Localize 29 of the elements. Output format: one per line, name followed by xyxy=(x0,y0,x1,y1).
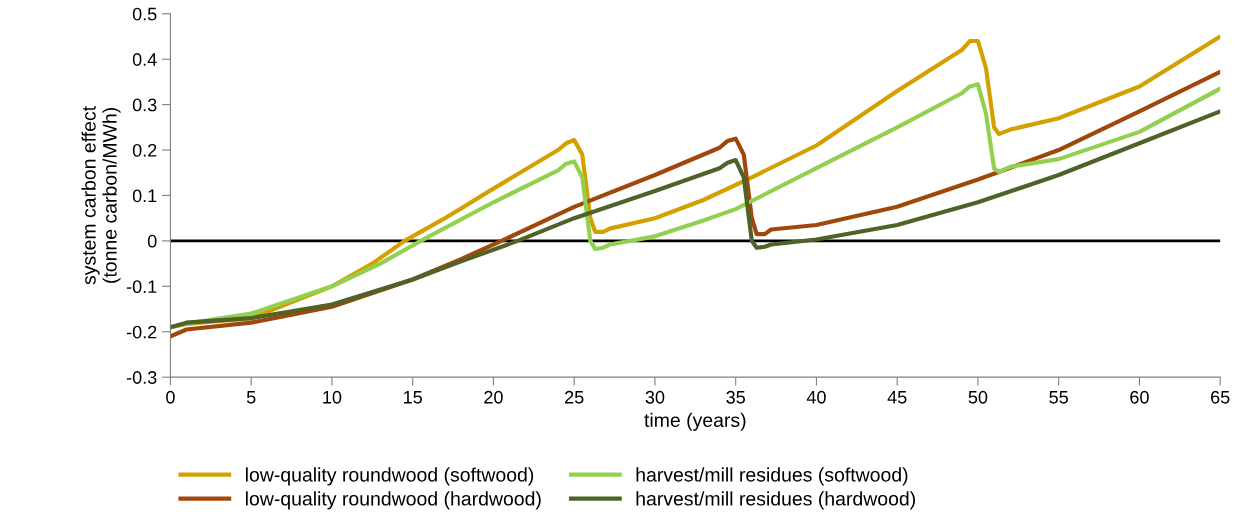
x-axis-title: time (years) xyxy=(644,412,746,431)
x-tick-label: 5 xyxy=(246,391,256,404)
y-tick-label: -0.2 xyxy=(126,325,157,339)
x-tick-label: 10 xyxy=(323,390,342,404)
x-tick-label: 60 xyxy=(1130,390,1149,404)
x-tick-label: 45 xyxy=(887,391,907,404)
y-tick-label: -0.3 xyxy=(126,371,157,384)
legend-label: harvest/mill residues (softwood) xyxy=(636,467,908,486)
x-tick-label: 25 xyxy=(565,390,584,404)
y-tick-label: 0.3 xyxy=(132,98,157,112)
x-tick-label: 0 xyxy=(166,390,175,404)
x-tick-label: 20 xyxy=(484,390,503,404)
y-tick-label: 0 xyxy=(147,234,157,248)
x-tick-label: 35 xyxy=(726,390,745,404)
x-tick-label: 50 xyxy=(968,390,988,404)
y-tick-label: 0.1 xyxy=(132,189,157,203)
x-tick-label: 40 xyxy=(806,390,826,404)
legend-label: low-quality roundwood (hardwood) xyxy=(245,491,541,510)
y-tick-label: -0.1 xyxy=(126,280,157,294)
legend-label: low-quality roundwood (softwood) xyxy=(245,467,534,486)
y-tick-label: 0.2 xyxy=(132,143,157,157)
x-tick-label: 55 xyxy=(1049,391,1068,404)
y-axis-title: system carbon effect (tonne carbon/MWh) xyxy=(81,106,121,285)
x-tick-label: 30 xyxy=(645,390,665,404)
x-tick-label: 65 xyxy=(1211,390,1230,404)
legend-label: harvest/mill residues (hardwood) xyxy=(636,491,915,510)
y-tick-label: 0.5 xyxy=(132,7,157,21)
x-tick-label: 15 xyxy=(404,391,422,404)
y-tick-label: 0.4 xyxy=(132,53,157,66)
